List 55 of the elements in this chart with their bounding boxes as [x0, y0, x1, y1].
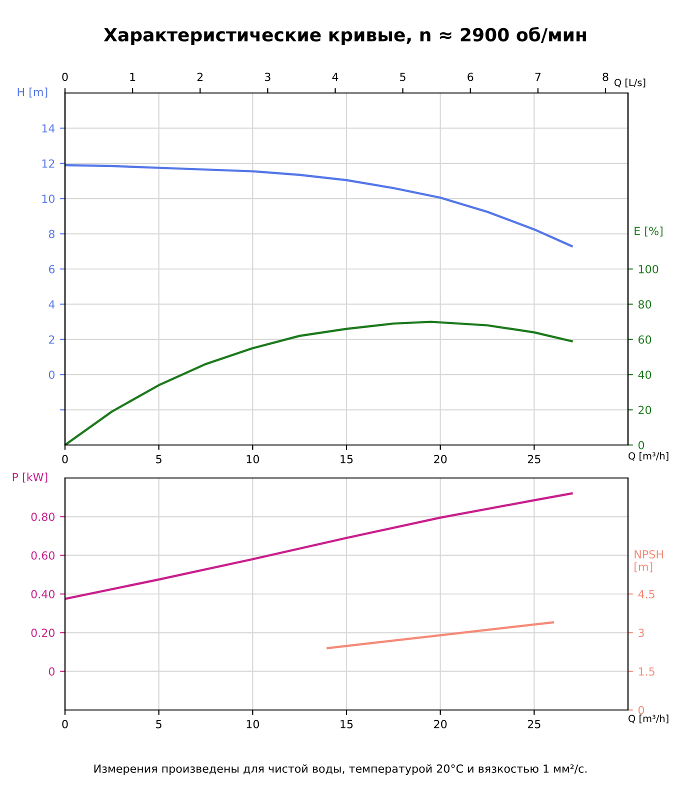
x2-tick-label: 7 — [535, 72, 541, 81]
x-tick-label: 5 — [156, 455, 162, 464]
x2-tick-label: 3 — [265, 72, 270, 82]
line-series — [65, 492, 573, 600]
x2-axis-title: Q [L/s] — [614, 78, 646, 88]
y2-axis-title: E [%] — [634, 226, 662, 236]
x2-tick-label: 1 — [130, 72, 136, 81]
x2-tick-label: 6 — [468, 72, 474, 82]
x2-tick-label: 2 — [197, 72, 203, 81]
y2-tick-label: 0 — [638, 706, 644, 714]
y-tick-label: 12 — [42, 159, 54, 168]
y-tick-label: 0.20 — [31, 628, 55, 638]
y2-tick-label: 0 — [638, 440, 644, 450]
x-tick-label: 10 — [246, 454, 259, 464]
y2-tick-label: 20 — [638, 406, 652, 414]
x2-tick-label: 5 — [400, 72, 406, 82]
y2-tick-label: 1.5 — [638, 667, 654, 676]
x-tick-label: 15 — [340, 720, 353, 728]
y2-tick-label: 80 — [638, 300, 652, 309]
y-tick-label: 4 — [48, 300, 55, 308]
line-series — [65, 320, 573, 445]
y-tick-label: 0.60 — [31, 551, 55, 560]
y-axis-title: H [m] — [18, 88, 48, 98]
x-tick-label: 20 — [434, 720, 447, 728]
y2-axis-title: NPSH [m] — [634, 550, 663, 572]
y-tick-label: 8 — [48, 230, 55, 238]
y-tick-label: 0.40 — [31, 590, 55, 598]
y2-tick-label: 40 — [638, 370, 652, 379]
x-tick-label: 10 — [246, 720, 259, 728]
x-axis-title: Q [m³/h] — [628, 452, 668, 461]
y-tick-label: 2 — [49, 335, 54, 344]
x-tick-label: 25 — [528, 720, 540, 728]
x-tick-label: 15 — [340, 455, 353, 464]
x-axis-title: Q [m³/h] — [628, 714, 668, 724]
x-tick-label: 5 — [156, 720, 162, 728]
y-tick-label: 0.80 — [31, 512, 55, 522]
y-tick-label: 0 — [48, 667, 55, 676]
y-tick-label: 6 — [48, 264, 55, 274]
y-tick-label: 14 — [42, 124, 55, 132]
y2-tick-label: 60 — [638, 335, 652, 344]
y2-tick-label: 3 — [638, 628, 644, 638]
y-tick-label: 10 — [42, 194, 55, 203]
chart-title: Характеристические кривые, n ≈ 2900 об/мин — [104, 26, 586, 46]
x2-tick-label: 4 — [332, 72, 338, 81]
y2-tick-label: 100 — [638, 264, 658, 274]
x-tick-label: 25 — [528, 454, 540, 464]
y-tick-label: 0 — [48, 370, 55, 379]
x-tick-label: 0 — [62, 454, 68, 464]
x2-tick-label: 8 — [602, 72, 608, 82]
x-tick-label: 20 — [434, 454, 447, 464]
text: Измерения произведены для чистой воды, температурой 20°C и вязкостью 1 мм²/с. — [94, 764, 587, 775]
x-tick-label: 0 — [62, 720, 68, 728]
x2-tick-label: 0 — [62, 72, 68, 82]
y-axis-title: P [kW] — [12, 472, 48, 483]
y2-tick-label: 4.5 — [638, 590, 654, 598]
